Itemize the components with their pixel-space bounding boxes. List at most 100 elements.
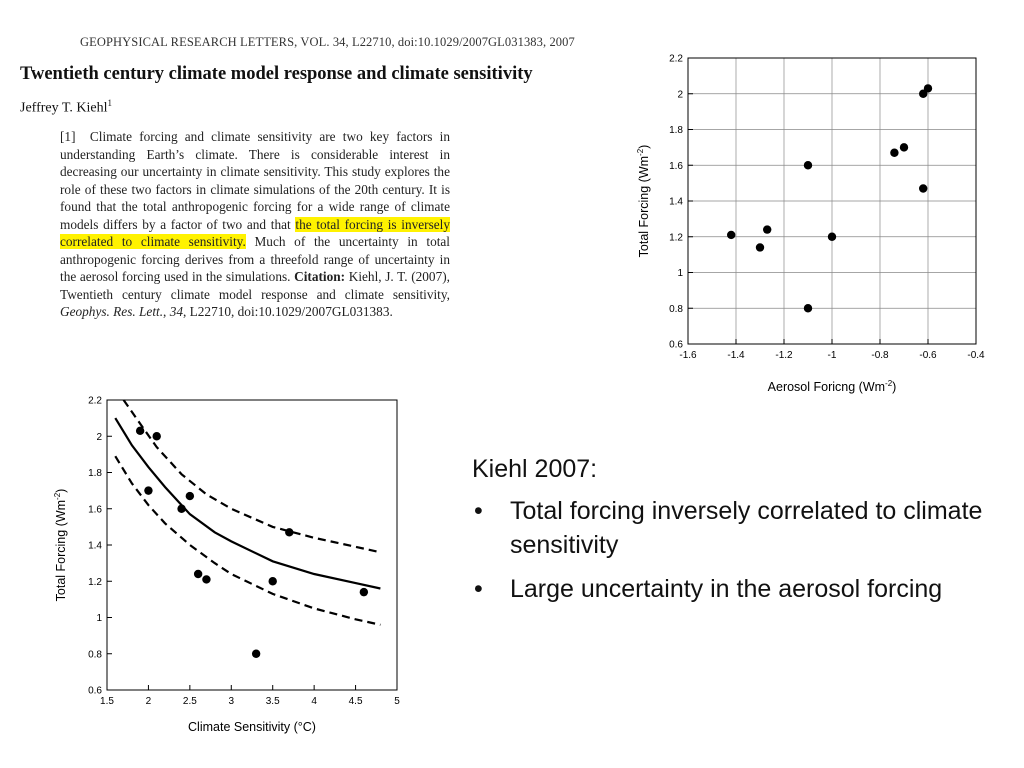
sensitivity-y-tick-label: 2 <box>96 432 102 443</box>
citation-journal: Geophys. Res. Lett. <box>60 304 164 319</box>
bullet-text: Large uncertainty in the aerosol forcing <box>510 575 943 603</box>
author-name: Jeffrey T. Kiehl1 <box>20 98 112 117</box>
aerosol-x-tick-label: -0.6 <box>919 350 937 361</box>
sensitivity-x-tick-label: 3 <box>229 696 235 707</box>
sensitivity-y-label-sup: -2 <box>53 492 62 500</box>
sensitivity-x-axis-label: Climate Sensitivity (°C) <box>188 720 316 734</box>
aerosol-x-axis-label: Aerosol Foricng (Wm-2) <box>768 379 897 394</box>
paper-title: Twentieth century climate model response… <box>20 64 533 84</box>
aerosol-x-tick-label: -1.4 <box>727 350 745 361</box>
sensitivity-x-tick-label: 4.5 <box>349 696 363 707</box>
paragraph-number: [1] <box>60 129 76 144</box>
aerosol-data-point <box>727 230 736 240</box>
citation-tail: , L22710, doi:10.1029/2007GL031383. <box>183 304 393 319</box>
citation-text: Kiehl, J. T. (2007), Twentieth century c… <box>60 269 450 302</box>
aerosol-x-tick-label: -0.4 <box>967 350 985 361</box>
sensitivity-data-point <box>268 577 277 586</box>
aerosol-data-point <box>827 232 837 241</box>
abstract-part1: Climate forcing and climate sensitivity … <box>60 129 450 232</box>
aerosol-data-point <box>919 184 928 193</box>
aerosol-x-label-text: Aerosol Foricng (Wm <box>768 380 885 394</box>
aerosol-grid <box>687 57 977 345</box>
aerosol-y-axis-label: Total Forcing (Wm-2) <box>636 145 651 258</box>
aerosol-data-point <box>763 225 772 234</box>
aerosol-data-point <box>923 84 933 93</box>
sensitivity-y-tick-label: 2.2 <box>88 396 102 407</box>
sensitivity-data-point <box>251 649 261 658</box>
sensitivity-x-tick-label: 1.5 <box>100 696 114 707</box>
aerosol-y-label-end: ) <box>637 145 651 149</box>
aerosol-data-point <box>755 243 765 252</box>
sensitivity-fit-curve <box>114 417 381 590</box>
aerosol-x-label-sup: -2 <box>885 379 893 388</box>
sensitivity-x-tick-label: 3.5 <box>266 696 280 707</box>
bullet-item: • Large uncertainty in the aerosol forcin… <box>472 572 1002 606</box>
sensitivity-data-point <box>177 504 186 513</box>
citation-label: Citation: <box>294 269 346 284</box>
sensitivity-y-tick-label: 1.6 <box>88 504 102 515</box>
sensitivity-data-point <box>135 426 145 436</box>
sensitivity-x-tick-label: 2 <box>146 696 152 707</box>
aerosol-data-point <box>919 89 928 98</box>
bullet-marker: • <box>474 575 483 603</box>
aerosol-y-label-sup: -2 <box>636 148 645 156</box>
aerosol-x-tick-label: -1.2 <box>775 350 793 361</box>
bullet-text: Total forcing inversely correlated to cl… <box>510 497 983 559</box>
sensitivity-points <box>135 426 369 658</box>
aerosol-y-tick-label: 1 <box>677 268 683 279</box>
aerosol-y-tick-label: 1.8 <box>669 125 683 136</box>
sensitivity-dashed-curve <box>122 399 381 554</box>
aerosol-y-label-text: Total Forcing (Wm <box>637 156 651 257</box>
sensitivity-x-tick-label: 5 <box>394 696 400 707</box>
climate-sensitivity-chart: 1.5 2 2.5 3 3.5 4 4.5 50.60.811.21.41.61.822.2 … <box>53 396 400 735</box>
sensitivity-ticks: 1.5 2 2.5 3 3.5 4 4.5 5 0.6 0.8 1 1.2 1.4 1.6 1.8 2 2.2 <box>88 396 400 708</box>
aerosol-y-tick-label: 0.8 <box>669 304 683 315</box>
aerosol-y-tick-label: 2.2 <box>669 54 683 65</box>
bullet-marker: • <box>474 497 483 525</box>
aerosol-x-label-end: ) <box>892 380 896 394</box>
abstract: [1] Climate forcing and climate sensitiv… <box>60 128 451 321</box>
author-superscript: 1 <box>107 98 112 108</box>
sensitivity-data-point <box>185 491 195 501</box>
sensitivity-y-axis-label: Total Forcing (Wm-2) <box>53 489 68 602</box>
sensitivity-y-label-text: Total Forcing (Wm <box>54 500 68 601</box>
aerosol-y-tick-label: 1.4 <box>669 197 683 208</box>
sensitivity-plot-frame <box>106 399 398 691</box>
sensitivity-x-tick-label: 2.5 <box>183 696 197 707</box>
slide-text-block: Kiehl 2007: • Total forcing inversely cor… <box>472 452 1002 616</box>
aerosol-data-point <box>803 161 813 170</box>
aerosol-data-point <box>899 143 909 152</box>
sensitivity-x-tick-label: 4 <box>311 696 317 707</box>
abstract-part2: Much of the uncertainty in total anthrop… <box>60 234 451 284</box>
citation-separator: , <box>163 304 167 319</box>
aerosol-x-tick-label: -1.6 <box>679 350 697 361</box>
aerosol-y-tick-label: 1.6 <box>669 161 683 172</box>
sensitivity-data-point <box>193 569 203 579</box>
aerosol-x-tick-label: -1 <box>828 350 837 361</box>
aerosol-y-tick-label: 0.6 <box>669 340 683 351</box>
sensitivity-y-label-end: ) <box>54 489 68 493</box>
citation-volume: 34 <box>169 304 183 319</box>
sensitivity-y-tick-label: 0.8 <box>88 649 102 660</box>
journal-header: GEOPHYSICAL RESEARCH LETTERS, VOL. 34, L… <box>80 35 575 49</box>
aerosol-points <box>727 84 933 313</box>
sensitivity-y-tick-label: 1.2 <box>88 577 102 588</box>
aerosol-forcing-chart: -1.6 -1.4 -1.2 -1 -0.8 -0.6 -0.4 0.6 0.8 1 1.2 1.4 1… <box>636 54 985 395</box>
sensitivity-data-point <box>202 575 211 584</box>
slide-heading: Kiehl 2007: <box>472 455 598 483</box>
sensitivity-y-tick-label: 1 <box>96 613 102 624</box>
sensitivity-y-tick-label: 1.4 <box>88 541 102 552</box>
aerosol-data-point <box>803 304 813 313</box>
aerosol-y-tick-label: 1.2 <box>669 232 683 243</box>
sensitivity-dashed-curve <box>114 455 381 626</box>
sensitivity-y-tick-label: 1.8 <box>88 468 102 479</box>
aerosol-data-point <box>890 148 899 157</box>
sensitivity-data-point <box>359 587 369 597</box>
sensitivity-data-point <box>144 486 153 495</box>
aerosol-y-tick-label: 2 <box>677 89 683 100</box>
sensitivity-curves <box>114 399 381 626</box>
aerosol-x-tick-label: -0.8 <box>871 350 889 361</box>
author-text: Jeffrey T. Kiehl <box>20 100 108 116</box>
sensitivity-y-tick-label: 0.6 <box>88 686 102 697</box>
sensitivity-data-point <box>152 432 161 441</box>
